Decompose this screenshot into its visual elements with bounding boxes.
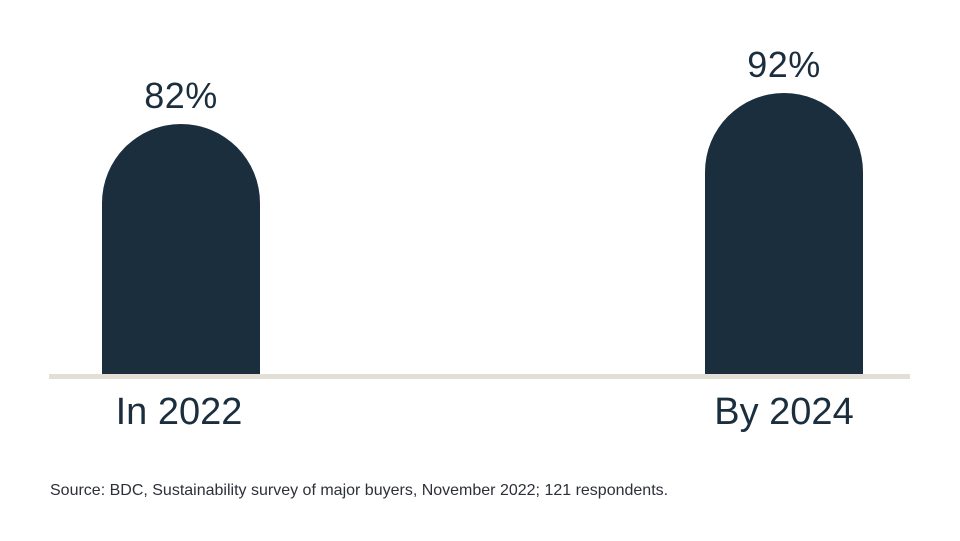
value-label-2024: 92%	[747, 44, 821, 85]
source-note: Source: BDC, Sustainability survey of ma…	[50, 482, 669, 499]
value-label-2022: 82%	[144, 75, 218, 116]
x-axis-baseline	[49, 374, 910, 379]
category-label-2022: In 2022	[115, 391, 243, 433]
bar-group-2022: 82%	[102, 78, 260, 374]
bar-2022	[102, 124, 260, 374]
bar-group-2024: 92%	[705, 47, 863, 374]
category-label-2024: By 2024	[714, 391, 854, 433]
bar-2024	[705, 93, 863, 374]
